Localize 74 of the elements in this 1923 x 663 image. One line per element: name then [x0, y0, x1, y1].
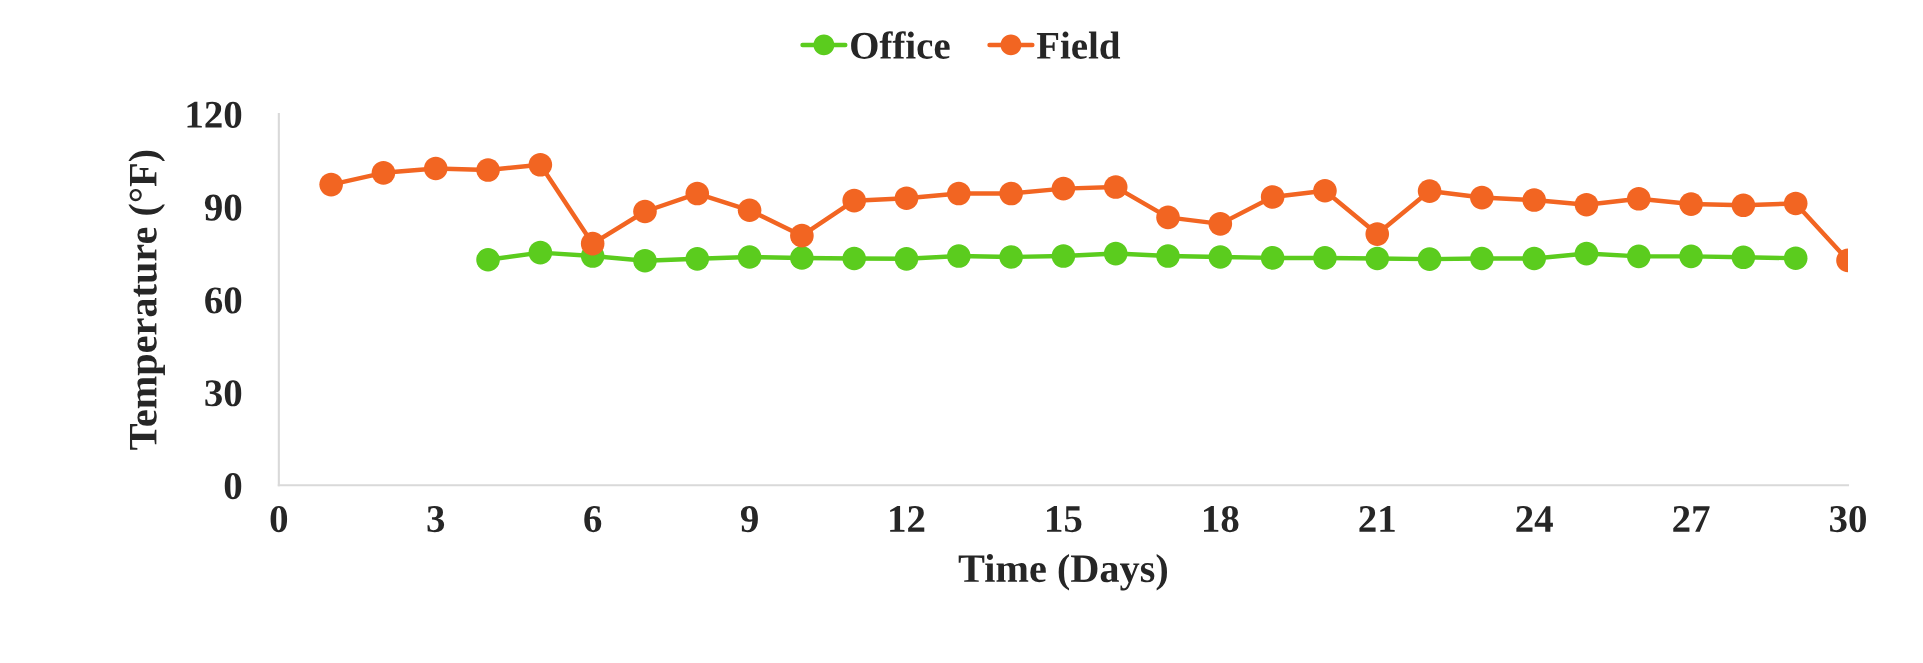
point: [1679, 244, 1703, 269]
point: [371, 161, 396, 185]
point: [1783, 191, 1808, 216]
point: [1313, 246, 1337, 270]
point: [1626, 244, 1651, 269]
point: [1156, 244, 1180, 268]
x-tick-label: 18: [1204, 505, 1239, 533]
point: [1574, 241, 1599, 266]
x-tick-label: 0: [270, 505, 288, 533]
point: [1051, 176, 1076, 201]
point: [1574, 192, 1599, 217]
point: [947, 181, 971, 206]
point: [1522, 246, 1546, 271]
point: [476, 158, 500, 182]
y-axis-title: Temperature (°F): [128, 150, 165, 450]
point: [1313, 178, 1337, 203]
y-tick-label: 30: [205, 380, 242, 407]
point: [1522, 188, 1546, 212]
point: [580, 231, 605, 256]
point: [1417, 179, 1442, 203]
point: [1260, 246, 1285, 270]
y-tick-label: 0: [224, 472, 242, 500]
x-tick-label: 9: [740, 505, 758, 533]
point: [894, 247, 919, 271]
point: [1103, 241, 1128, 266]
point: [528, 240, 553, 265]
y-tick-label: 120: [187, 101, 242, 128]
point: [685, 247, 710, 271]
point: [1417, 247, 1442, 271]
point: [1208, 212, 1233, 236]
point: [842, 188, 866, 213]
point: [999, 181, 1023, 206]
point: [1626, 187, 1651, 211]
point: [685, 181, 710, 206]
x-tick-label: 12: [890, 505, 925, 532]
point: [1208, 245, 1233, 269]
point: [894, 186, 919, 210]
point: [737, 198, 762, 223]
x-tick-label: 24: [1516, 505, 1553, 532]
point: [947, 244, 971, 268]
legend-label: Office: [851, 31, 950, 59]
legend-label: Field: [1036, 31, 1121, 59]
x-tick-label: 30: [1830, 505, 1866, 533]
x-tick-label: 15: [1047, 506, 1082, 533]
point: [1051, 244, 1076, 268]
point: [319, 172, 343, 197]
point: [423, 156, 448, 181]
point: [1470, 185, 1494, 210]
point: [633, 248, 657, 273]
point: [633, 199, 657, 224]
point: [1365, 246, 1390, 271]
y-tick-label: 90: [204, 194, 242, 221]
x-tick-label: 27: [1673, 505, 1710, 532]
point: [1783, 246, 1808, 271]
y-tick-label: 60: [205, 287, 242, 314]
point: [1470, 246, 1494, 271]
x-axis-title: Time (Days): [958, 553, 1168, 591]
point: [1679, 192, 1703, 216]
point: [1103, 175, 1128, 199]
point: [1156, 205, 1180, 230]
point: [1731, 245, 1756, 270]
x-tick-label: 21: [1359, 505, 1395, 532]
x-tick-label: 6: [584, 505, 602, 533]
point: [1260, 185, 1285, 209]
point: [737, 245, 762, 269]
point: [476, 247, 500, 272]
point: [790, 246, 814, 270]
point: [528, 152, 553, 177]
point: [1365, 222, 1390, 246]
point: [999, 245, 1023, 269]
point: [842, 246, 866, 271]
x-tick-label: 3: [427, 505, 445, 533]
point: [1731, 193, 1756, 218]
point: [790, 223, 814, 248]
